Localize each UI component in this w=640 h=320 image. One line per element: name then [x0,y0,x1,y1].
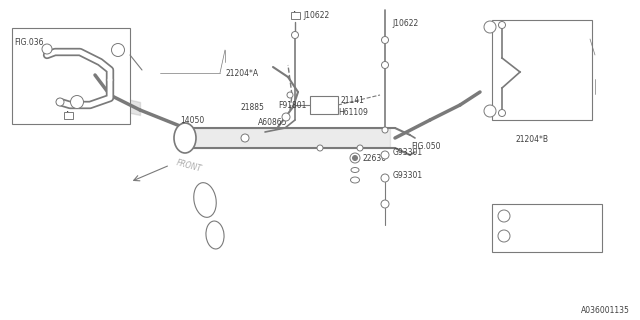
FancyBboxPatch shape [12,28,130,124]
Text: J10622: J10622 [303,11,329,20]
Circle shape [353,156,358,161]
Text: J10622: J10622 [392,19,419,28]
Circle shape [317,145,323,151]
Text: 1: 1 [488,108,492,114]
Circle shape [111,44,125,57]
Text: A60865: A60865 [258,117,287,126]
Circle shape [381,200,389,208]
Ellipse shape [174,123,196,153]
Circle shape [484,21,496,33]
Text: 14050: 14050 [180,116,204,124]
Circle shape [499,109,506,116]
Ellipse shape [194,183,216,217]
Circle shape [381,36,388,44]
Text: G93301: G93301 [393,148,423,156]
Text: 21141: 21141 [340,95,364,105]
Text: 1: 1 [502,213,506,219]
Text: 2: 2 [75,99,79,105]
Circle shape [282,113,290,121]
Text: 09233*B: 09233*B [514,231,547,241]
Circle shape [498,210,510,222]
Circle shape [382,127,388,133]
Circle shape [498,230,510,242]
Ellipse shape [351,177,360,183]
Circle shape [350,153,360,163]
Text: FRONT: FRONT [175,158,202,174]
Text: FIG.050: FIG.050 [411,142,440,151]
Circle shape [357,145,363,151]
Text: 22630: 22630 [362,154,386,163]
FancyBboxPatch shape [310,96,338,114]
Text: FIG.036: FIG.036 [14,37,44,46]
Circle shape [56,98,64,106]
Ellipse shape [206,221,224,249]
Text: 2: 2 [116,47,120,53]
Circle shape [499,21,506,28]
FancyBboxPatch shape [492,20,592,120]
Text: F91801: F91801 [278,100,307,109]
Text: 21204*B: 21204*B [515,135,548,144]
Circle shape [381,151,389,159]
Text: 21885: 21885 [240,102,264,111]
Text: A036001135: A036001135 [581,306,630,315]
Circle shape [42,44,52,54]
Circle shape [70,95,83,108]
Text: G93301: G93301 [393,171,423,180]
Text: 09233*A: 09233*A [514,212,547,220]
Circle shape [381,174,389,182]
Text: A: A [65,110,70,119]
Text: 1: 1 [488,24,492,30]
FancyBboxPatch shape [63,111,72,118]
Text: 2: 2 [502,233,506,239]
FancyBboxPatch shape [291,12,300,19]
Circle shape [381,61,388,68]
Circle shape [287,92,293,98]
Ellipse shape [351,167,359,172]
FancyBboxPatch shape [492,204,602,252]
Circle shape [484,105,496,117]
Text: 21204*A: 21204*A [225,68,258,77]
Text: H61109: H61109 [338,108,368,116]
Circle shape [241,134,249,142]
Circle shape [291,31,298,38]
Text: A: A [292,11,298,20]
